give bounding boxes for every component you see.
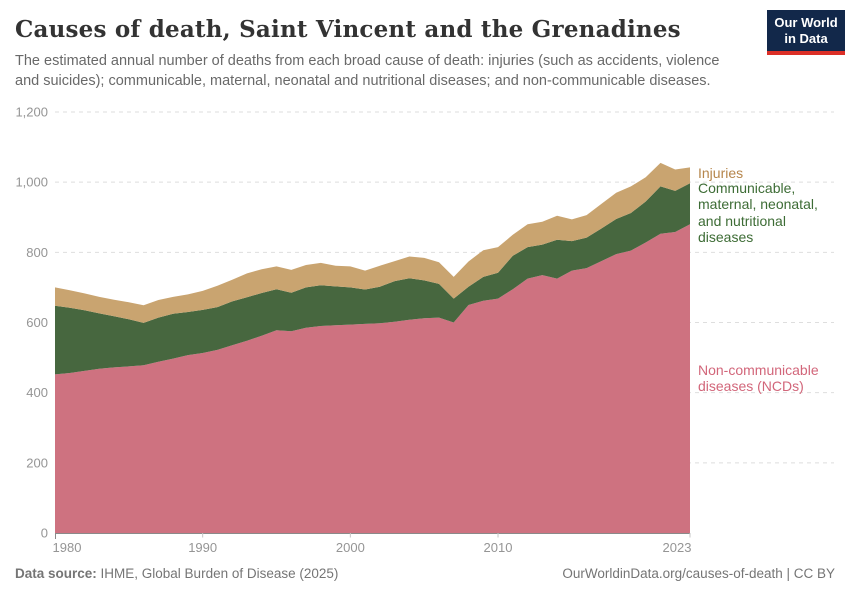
area-communicable[interactable] xyxy=(55,183,690,375)
series-label-injuries-text: Injuries xyxy=(698,165,744,181)
y-tick-label-600: 600 xyxy=(26,315,48,330)
owid-logo-box: Our World in Data xyxy=(767,10,845,51)
x-tick-label-2010: 2010 xyxy=(484,540,513,555)
x-tick-label-2000: 2000 xyxy=(336,540,365,555)
series-label-communicable-line: maternal, neonatal, xyxy=(698,196,818,213)
owid-logo[interactable]: Our World in Data xyxy=(767,10,845,55)
x-tick-label-1980: 1980 xyxy=(53,540,82,555)
logo-red-bar xyxy=(767,51,845,55)
credit-link[interactable]: OurWorldinData.org/causes-of-death | CC … xyxy=(562,566,835,581)
series-label-communicable-line: Communicable, xyxy=(698,180,796,196)
y-tick-label-800: 800 xyxy=(26,245,48,260)
logo-line2: in Data xyxy=(784,31,828,46)
area-injuries[interactable] xyxy=(55,162,690,323)
y-tick-label-1200: 1,200 xyxy=(15,105,48,120)
chart-subtitle: The estimated annual number of deaths fr… xyxy=(15,53,720,89)
data-source-text: IHME, Global Burden of Disease (2025) xyxy=(96,566,339,581)
page-title: Causes of death, Saint Vincent and the G… xyxy=(15,16,681,43)
x-tick-label-2023: 2023 xyxy=(663,540,692,555)
x-tick-label-1990: 1990 xyxy=(188,540,217,555)
series-label-communicable-line: and nutritional xyxy=(698,212,786,229)
logo-line1: Our World xyxy=(774,15,838,30)
series-label-communicable-line: diseases xyxy=(698,228,754,245)
series-label-ncds-line: diseases (NCDs) xyxy=(698,378,804,395)
series-label-communicable[interactable]: Communicable, maternal, neonatal, and nu… xyxy=(698,180,844,245)
y-tick-label-0: 0 xyxy=(41,526,48,541)
series-label-injuries[interactable]: Injuries xyxy=(698,165,844,181)
data-source: Data source: IHME, Global Burden of Dise… xyxy=(15,566,338,581)
series-label-ncds-line: Non-communicable xyxy=(698,362,819,378)
y-tick-label-200: 200 xyxy=(26,455,48,470)
y-tick-label-1000: 1,000 xyxy=(15,175,48,190)
y-tick-label-400: 400 xyxy=(26,385,48,400)
series-label-ncds[interactable]: Non-communicable diseases (NCDs) xyxy=(698,362,844,395)
area-ncds[interactable] xyxy=(55,224,690,534)
data-source-label: Data source: xyxy=(15,566,97,581)
chart-footer: Data source: IHME, Global Burden of Dise… xyxy=(15,566,835,581)
